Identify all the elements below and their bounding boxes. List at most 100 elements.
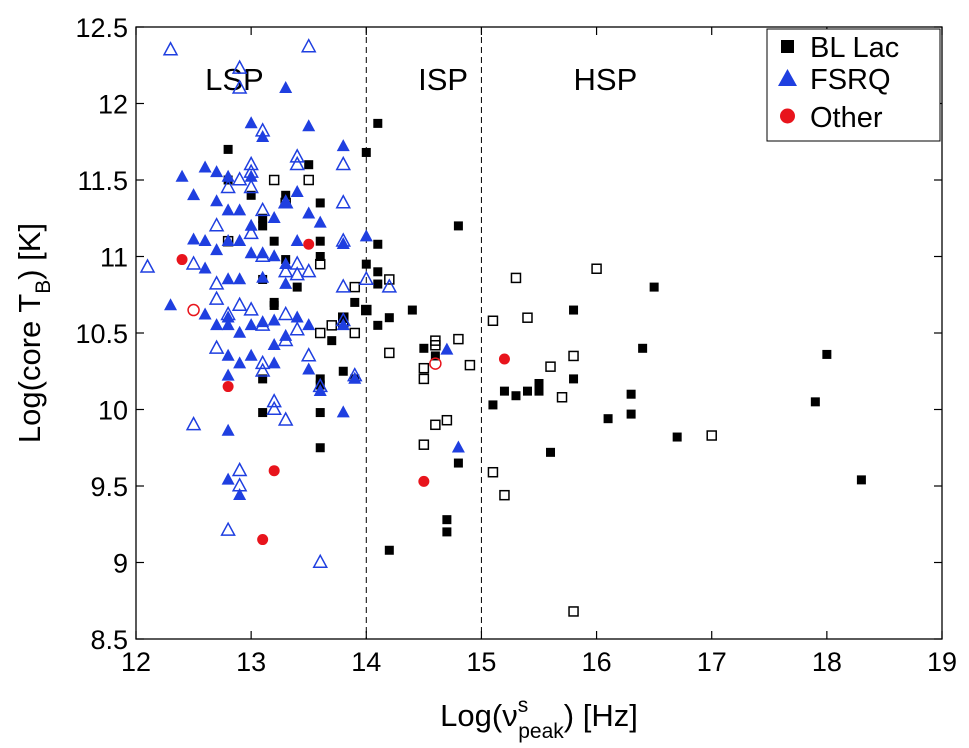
data-point-triangle: [313, 383, 327, 396]
data-point-triangle: [266, 393, 282, 408]
data-point-triangle: [243, 224, 259, 240]
x-tick-label: 18: [812, 647, 842, 677]
data-point-triangle: [335, 311, 352, 327]
data-point-square: [361, 305, 371, 315]
data-point-square: [384, 274, 395, 285]
data-points: [139, 38, 866, 617]
y-tick-label: 8.5: [90, 625, 128, 655]
data-point-square: [350, 297, 360, 307]
data-point-triangle: [210, 165, 224, 178]
data-point-square: [568, 606, 579, 617]
data-point-square: [315, 443, 325, 453]
x-tick-label: 19: [927, 647, 957, 677]
data-point-square: [223, 144, 233, 154]
data-point-triangle: [300, 263, 317, 278]
data-point-triangle: [267, 338, 281, 351]
data-point-triangle: [313, 215, 327, 228]
data-point-triangle: [277, 194, 294, 209]
data-point-square: [591, 263, 602, 274]
data-point-triangle: [277, 411, 294, 426]
axis-ticks: 12 13 14 15 16 17 18 19 8.5 9 9.5 10 10.5 11 11.5 12 12.…: [75, 13, 957, 677]
data-point-triangle: [208, 290, 225, 305]
data-point-triangle: [231, 296, 248, 312]
data-point-circle: [429, 357, 442, 370]
data-point-triangle: [220, 178, 236, 194]
region-label-hsp: HSP: [574, 62, 638, 97]
series-other-open: [187, 303, 442, 370]
data-point-triangle: [243, 178, 259, 194]
data-point-triangle: [198, 160, 212, 173]
data-point-square: [315, 408, 325, 418]
data-point-square: [418, 439, 430, 450]
data-point-triangle: [210, 194, 224, 207]
data-point-triangle: [290, 185, 304, 198]
data-point-square: [430, 339, 441, 351]
data-point-square: [556, 392, 568, 403]
data-point-square: [373, 320, 383, 330]
data-point-square: [349, 327, 361, 339]
data-point-square: [361, 304, 372, 316]
x-tick-label: 14: [351, 647, 381, 677]
data-point-square: [453, 333, 464, 345]
data-point-triangle: [233, 203, 247, 216]
data-point-square: [258, 408, 268, 418]
data-point-triangle: [221, 368, 235, 381]
x-tick-label: 15: [466, 647, 496, 677]
data-point-triangle: [175, 169, 189, 182]
data-point-circle: [176, 254, 188, 266]
data-point-triangle: [244, 116, 258, 129]
series-fsrq-filled: [164, 81, 465, 500]
data-point-triangle: [221, 169, 235, 182]
data-point-triangle: [302, 206, 316, 219]
data-point-square: [314, 258, 326, 270]
data-point-triangle: [289, 148, 305, 163]
y-tick-label: 11: [100, 243, 128, 273]
data-point-triangle: [244, 218, 258, 231]
legend-triangle-marker: [778, 69, 797, 86]
data-point-square: [303, 174, 314, 186]
data-point-square: [603, 414, 613, 424]
data-point-square: [672, 432, 682, 442]
data-point-triangle: [164, 298, 178, 311]
data-point-triangle: [277, 305, 294, 321]
data-point-triangle: [139, 258, 156, 273]
x-axis-title: Log(νs peak) [Hz]: [440, 694, 638, 743]
data-point-triangle: [244, 169, 258, 182]
data-point-triangle: [277, 331, 294, 347]
data-point-triangle: [335, 278, 352, 293]
data-point-triangle: [254, 362, 271, 377]
data-point-square: [487, 315, 499, 327]
legend-circle-marker: [780, 108, 795, 124]
data-point-square: [292, 282, 302, 292]
series-other-filled: [176, 238, 510, 546]
data-point-square: [373, 279, 383, 289]
data-point-square: [419, 343, 429, 353]
data-point-triangle: [289, 266, 305, 281]
data-point-triangle: [267, 313, 281, 326]
region-labels: LSP ISP HSP: [205, 62, 637, 97]
data-point-square: [511, 391, 521, 401]
data-point-triangle: [243, 301, 259, 316]
data-point-square: [522, 312, 533, 323]
data-point-square: [453, 458, 463, 468]
data-point-triangle: [279, 256, 293, 269]
data-point-triangle: [231, 79, 248, 94]
legend-square-marker: [781, 40, 794, 53]
data-point-square: [315, 252, 325, 261]
data-point-square: [430, 419, 441, 431]
data-point-square: [373, 118, 383, 128]
data-point-triangle: [336, 139, 350, 152]
data-point-square: [856, 475, 866, 485]
data-point-triangle: [231, 171, 248, 186]
data-point-triangle: [300, 38, 317, 53]
data-point-circle: [257, 534, 269, 546]
data-point-triangle: [290, 310, 304, 323]
data-point-triangle: [198, 234, 212, 246]
y-axis-title: Log(core TB) [K]: [12, 223, 55, 443]
data-point-triangle: [231, 59, 248, 74]
data-point-square: [361, 147, 371, 157]
data-point-triangle: [231, 477, 248, 492]
data-point-triangle: [187, 188, 201, 201]
data-point-square: [384, 545, 394, 555]
